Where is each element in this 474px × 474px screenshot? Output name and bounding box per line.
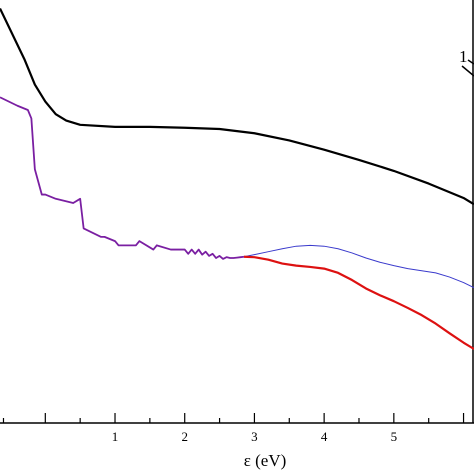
x-axis-ticks: 1 2 3 4 5 bbox=[2, 413, 465, 444]
curve-label-1-arrow-2 bbox=[467, 59, 474, 65]
x-axis-label: ε (eV) bbox=[244, 451, 287, 470]
series-line-4 bbox=[243, 255, 474, 350]
x-tick-label: 3 bbox=[251, 429, 258, 444]
curve-label-1-arrow bbox=[461, 65, 474, 77]
curve-label-1-text: 1 bbox=[459, 47, 468, 66]
x-tick-label: 5 bbox=[391, 429, 398, 444]
series-line-3 bbox=[243, 244, 474, 289]
x-tick-label: 1 bbox=[112, 429, 119, 444]
series-line-2 bbox=[0, 96, 245, 260]
series-lines bbox=[0, 7, 474, 350]
series-line-1 bbox=[0, 7, 474, 206]
x-tick-label: 2 bbox=[181, 429, 188, 444]
curve-label-1: 1 bbox=[459, 47, 474, 77]
plot-frame bbox=[0, 0, 474, 424]
x-tick-label: 4 bbox=[321, 429, 328, 444]
